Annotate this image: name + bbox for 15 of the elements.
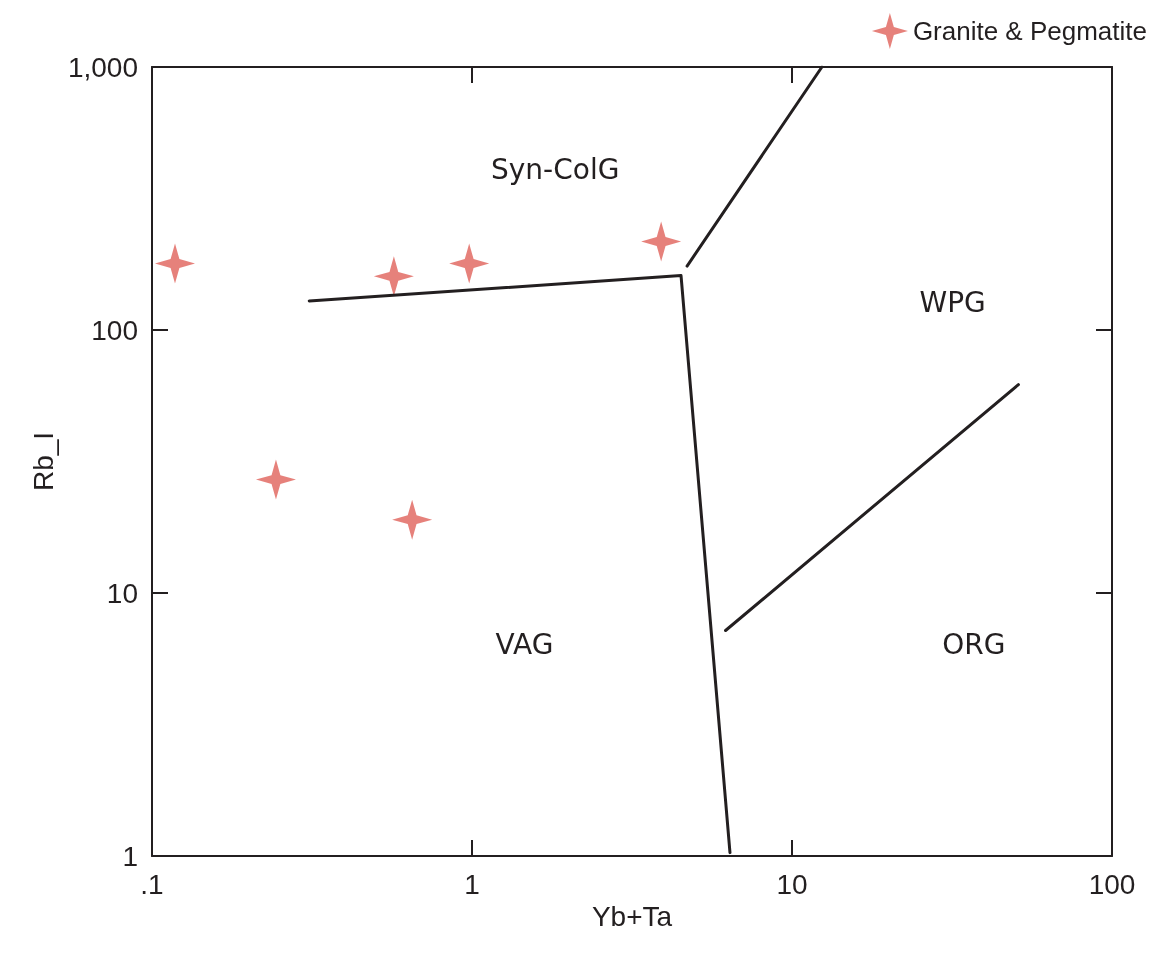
y-tick-label: 1 xyxy=(122,840,138,872)
x-axis-title: Yb+Ta xyxy=(591,901,673,933)
x-tick-label: 100 xyxy=(1088,868,1136,900)
x-tick-label: 1 xyxy=(464,868,480,900)
annotation: Syn-ColG xyxy=(491,153,620,187)
y-tick-label: 10 xyxy=(106,577,138,609)
y-tick-label: 100 xyxy=(91,314,138,346)
x-tick-label: 10 xyxy=(776,868,808,900)
y-tick-label: 1,000 xyxy=(67,51,138,83)
x-tick-label: .1 xyxy=(140,868,164,900)
annotation: VAG xyxy=(495,628,554,662)
y-axis-title: Rb_I xyxy=(27,431,59,492)
annotation: ORG xyxy=(942,628,1006,662)
annotation: WPG xyxy=(919,286,986,320)
legend-label: Granite & Pegmatite xyxy=(912,16,1148,46)
